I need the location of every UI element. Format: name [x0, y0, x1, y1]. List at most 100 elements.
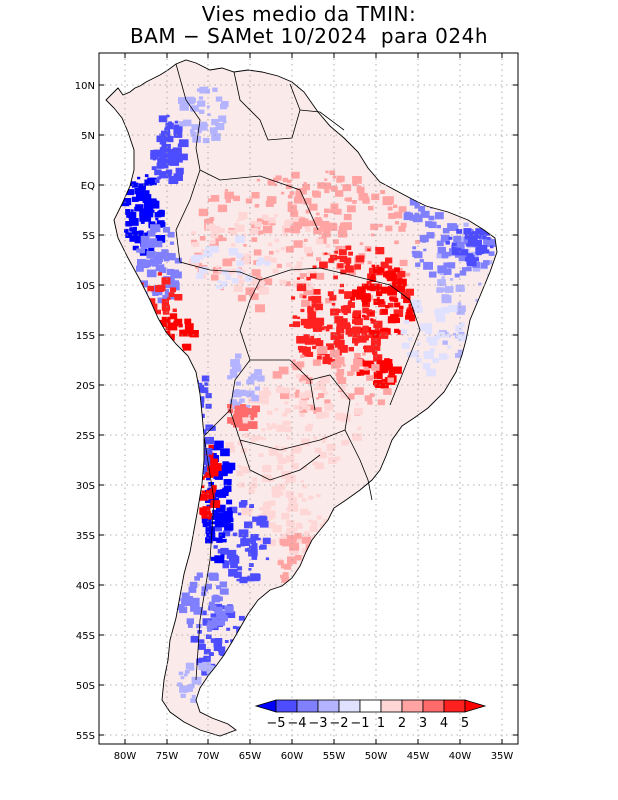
anomaly-cell — [388, 370, 395, 376]
anomaly-cell — [202, 691, 210, 697]
anomaly-cell — [302, 321, 307, 325]
anomaly-cell — [306, 251, 313, 257]
anomaly-cell — [310, 273, 317, 279]
anomaly-cell — [451, 246, 457, 251]
anomaly-cell — [202, 519, 212, 528]
anomaly-cell — [231, 278, 239, 284]
anomaly-cell — [371, 344, 381, 351]
anomaly-cell — [148, 246, 155, 252]
anomaly-cell — [436, 240, 444, 247]
anomaly-cell — [161, 298, 169, 305]
anomaly-cell — [285, 246, 294, 253]
anomaly-cell — [399, 259, 408, 267]
anomaly-cell — [174, 257, 182, 264]
anomaly-cell — [222, 530, 231, 537]
anomaly-cell — [141, 240, 147, 246]
anomaly-cell — [199, 109, 205, 114]
anomaly-cell — [201, 375, 210, 382]
anomaly-cell — [441, 294, 450, 301]
anomaly-cell — [328, 457, 337, 464]
anomaly-cell — [168, 292, 175, 297]
anomaly-cell — [139, 291, 144, 295]
anomaly-cell — [294, 265, 302, 272]
anomaly-cell — [198, 444, 204, 449]
anomaly-cell — [163, 256, 170, 262]
anomaly-cell — [240, 466, 250, 474]
anomaly-cell — [238, 389, 247, 396]
anomaly-cell — [161, 304, 170, 311]
anomaly-cell — [436, 224, 441, 229]
anomaly-cell — [173, 131, 183, 138]
anomaly-cell — [378, 299, 385, 304]
anomaly-cell — [180, 693, 186, 698]
anomaly-cell — [313, 289, 321, 295]
anomaly-cell — [265, 557, 270, 561]
anomaly-cell — [178, 139, 189, 148]
anomaly-cell — [220, 286, 224, 290]
anomaly-cell — [313, 191, 321, 198]
anomaly-cell — [231, 243, 236, 247]
anomaly-cell — [347, 302, 355, 308]
anomaly-cell — [263, 690, 272, 698]
anomaly-cell — [359, 242, 364, 246]
anomaly-cell — [238, 211, 248, 219]
anomaly-cell — [278, 558, 283, 562]
anomaly-cell — [191, 124, 199, 131]
anomaly-cell — [206, 533, 216, 541]
anomaly-cell — [159, 133, 169, 141]
anomaly-cell — [352, 313, 356, 317]
anomaly-cell — [333, 250, 343, 258]
anomaly-cell — [251, 405, 260, 413]
map-shading — [105, 59, 498, 737]
anomaly-cell — [299, 406, 308, 413]
anomaly-cell — [244, 548, 250, 552]
anomaly-cell — [330, 332, 341, 340]
anomaly-cell — [400, 329, 407, 335]
anomaly-cell — [147, 285, 155, 292]
anomaly-cell — [218, 650, 225, 656]
anomaly-cell — [387, 265, 393, 270]
anomaly-cell — [167, 322, 178, 331]
anomaly-cell — [234, 353, 242, 359]
anomaly-cell — [293, 405, 299, 410]
anomaly-cell — [354, 407, 363, 415]
anomaly-cell — [130, 181, 137, 187]
anomaly-cell — [333, 361, 342, 368]
anomaly-cell — [254, 204, 260, 208]
anomaly-cell — [168, 175, 179, 184]
anomaly-cell — [296, 361, 305, 368]
anomaly-cell — [405, 315, 413, 322]
anomaly-cell — [266, 423, 270, 426]
anomaly-cell — [214, 473, 223, 480]
anomaly-cell — [140, 235, 150, 243]
anomaly-cell — [442, 340, 448, 345]
anomaly-cell — [440, 287, 446, 292]
anomaly-cell — [285, 490, 295, 498]
anomaly-cell — [210, 638, 217, 643]
anomaly-cell — [325, 531, 334, 538]
anomaly-cell — [297, 316, 301, 320]
anomaly-cell — [308, 495, 314, 500]
country-borders — [175, 63, 421, 681]
anomaly-cell — [281, 512, 290, 520]
anomaly-cell — [368, 334, 373, 338]
anomaly-cell — [204, 492, 214, 500]
anomaly-cell — [272, 371, 282, 379]
anomaly-cell — [347, 371, 353, 376]
anomaly-cell — [322, 252, 326, 256]
anomaly-cell — [458, 254, 468, 262]
anomaly-cell — [325, 243, 331, 248]
colorbar-swatch — [338, 699, 361, 713]
anomaly-cell — [473, 257, 479, 262]
anomaly-cell — [307, 546, 316, 553]
anomaly-cell — [131, 291, 140, 298]
anomaly-cell — [261, 214, 269, 220]
anomaly-cell — [148, 201, 154, 206]
anomaly-cell — [250, 411, 258, 418]
anomaly-cell — [410, 350, 419, 358]
colorbar-swatch — [380, 699, 403, 713]
anomaly-cell — [293, 240, 303, 248]
anomaly-cell — [225, 462, 236, 471]
anomaly-cell — [280, 574, 285, 579]
anomaly-cell — [379, 331, 389, 339]
